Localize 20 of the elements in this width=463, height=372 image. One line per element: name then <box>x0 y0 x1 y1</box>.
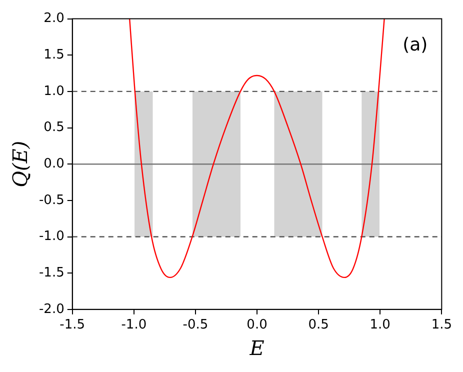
y-tick-label: 0.0 <box>44 156 64 172</box>
x-axis-title: E <box>248 336 265 360</box>
y-tick-label: 0.5 <box>44 120 64 136</box>
annotation: (a) <box>402 34 428 56</box>
y-axis-title: Q(E) <box>8 140 32 188</box>
y-tick-label: -1.0 <box>38 229 64 244</box>
y-tick-label: 1.5 <box>44 48 64 62</box>
x-tick-label: -0.5 <box>182 318 208 333</box>
y-tick-label: 2.0 <box>44 11 64 26</box>
x-tick-label: 1.5 <box>431 318 452 333</box>
x-tick-label: 1.0 <box>370 318 390 333</box>
y-tick-label: -0.5 <box>38 192 64 208</box>
x-tick-label: -1.5 <box>60 318 86 333</box>
y-tick-label: -2.0 <box>38 302 64 317</box>
x-tick-label: -1.0 <box>121 318 147 333</box>
y-tick-label: 1.0 <box>44 84 64 99</box>
y-tick-label: -1.5 <box>38 265 64 280</box>
line-series <box>129 18 385 278</box>
x-tick-label: 0.0 <box>246 318 268 333</box>
x-tick-label: 0.5 <box>308 318 329 333</box>
